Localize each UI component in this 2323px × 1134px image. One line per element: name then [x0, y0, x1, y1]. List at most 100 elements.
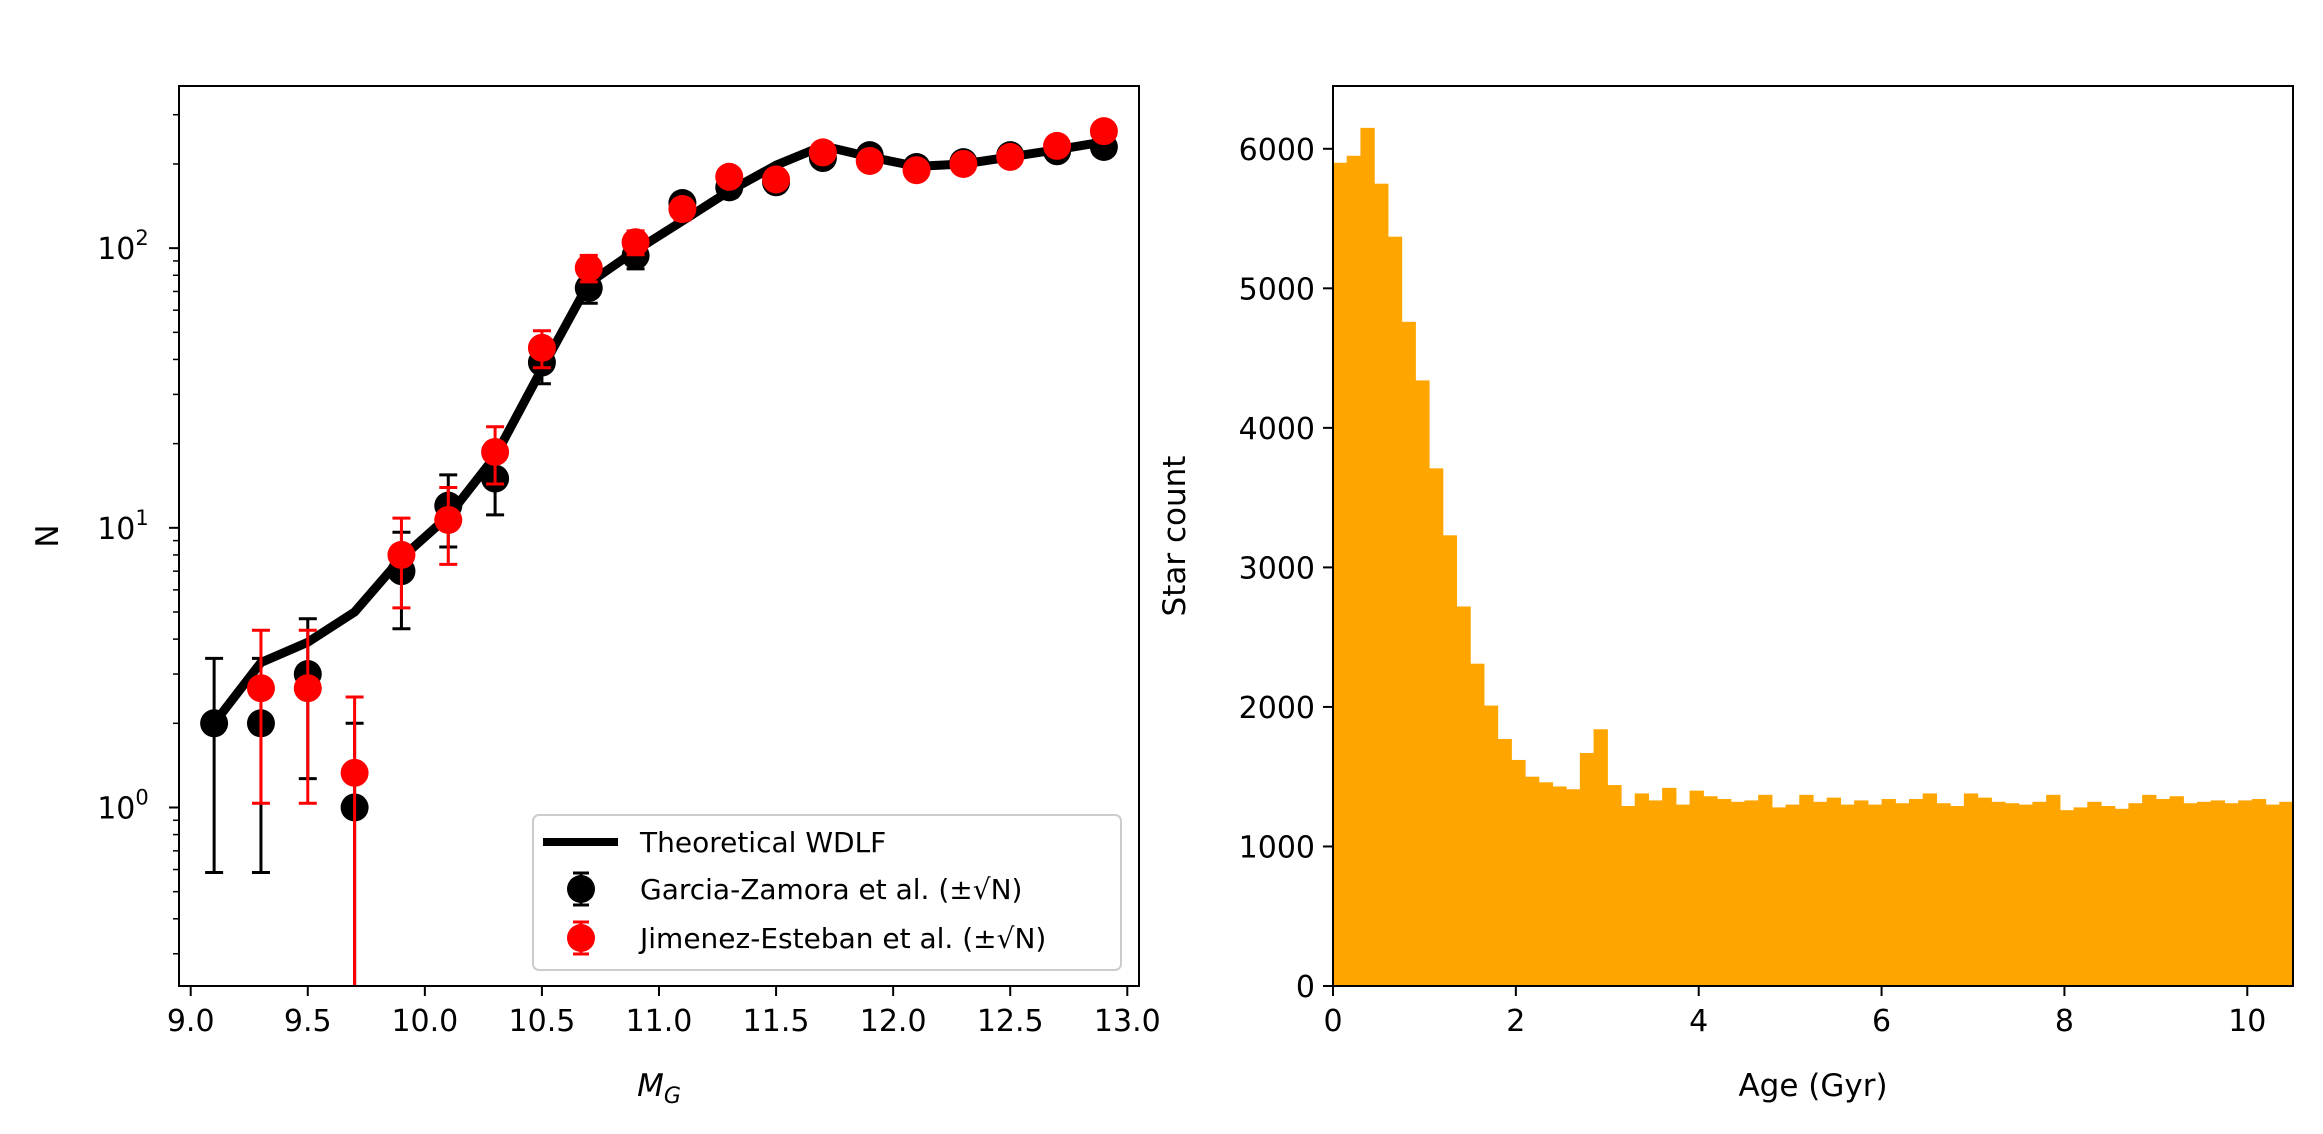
left-x-axis: 9.0 9.5 10.0 10.5 11.0 11.5 12.0 12.5 13.0: [167, 986, 1161, 1039]
histogram-bar: [2251, 799, 2267, 986]
histogram-bar: [1771, 807, 1787, 986]
jimenez-point: [481, 437, 510, 466]
histogram-bar: [1456, 606, 1471, 986]
histogram-bar: [1566, 789, 1581, 986]
histogram-bar: [2238, 800, 2253, 986]
histogram-bar: [2032, 801, 2047, 986]
histogram-bar: [1950, 806, 1965, 986]
histogram-bar: [2128, 803, 2143, 986]
histogram-bar: [2087, 801, 2102, 986]
histogram-bar: [1785, 804, 1800, 986]
histogram-bar: [1813, 801, 1828, 986]
right-x-tick-label: 0: [1323, 1004, 1342, 1039]
histogram-bar: [1415, 380, 1430, 987]
histogram-bar: [2279, 801, 2294, 986]
histogram-bar: [2169, 796, 2184, 986]
left-x-tick-label: 9.5: [284, 1004, 332, 1039]
histogram-bar: [1854, 800, 1869, 986]
histogram-bar: [2046, 794, 2061, 986]
left-x-tick-label: 11.5: [743, 1004, 810, 1039]
histogram-bar: [2224, 803, 2239, 986]
histogram-bar: [1648, 800, 1663, 986]
left-x-axis-label: MG: [637, 1068, 681, 1109]
right-y-tick-label: 6000: [1239, 133, 1315, 168]
histogram-bar: [1497, 739, 1512, 986]
histogram-bar: [1895, 803, 1910, 986]
histogram-bar: [1881, 799, 1896, 986]
left-axes-frame: [178, 85, 1140, 987]
left-x-tick-label: 9.0: [167, 1004, 215, 1039]
histogram-bar: [1744, 800, 1759, 986]
left-y-axis-label: N: [30, 524, 66, 547]
jimenez-point: [293, 674, 322, 703]
histogram-bar: [1621, 806, 1636, 986]
right-y-tick-label: 5000: [1239, 272, 1315, 307]
jimenez-point: [574, 253, 603, 282]
histogram-bar: [1826, 797, 1842, 986]
histogram-bar: [2197, 801, 2212, 986]
legend-garcia-swatch: [567, 871, 595, 907]
legend: Theoretical WDLF Garcia-Zamora et al. (±…: [532, 814, 1122, 971]
histogram-bar: [2059, 810, 2075, 986]
left-x-tick-label: 11.0: [626, 1004, 693, 1039]
histogram-bar: [1799, 794, 1814, 986]
histogram-bar: [1387, 236, 1403, 986]
histogram-bar: [1346, 155, 1362, 986]
histogram-bar: [1374, 183, 1389, 986]
right-plot-area: [1333, 127, 2294, 987]
histogram-bar: [1552, 786, 1567, 986]
histogram-bar: [1470, 663, 1485, 986]
jimenez-point: [434, 505, 463, 534]
jimenez-point: [996, 142, 1025, 171]
left-panel: 9.0 9.5 10.0 10.5 11.0 11.5 12.0 12.5 13.0 10010…: [30, 85, 1161, 1109]
jimenez-point: [762, 165, 791, 194]
legend-jimenez-label: Jimenez-Esteban et al. (±√N): [638, 922, 1046, 955]
jimenez-point: [668, 195, 697, 224]
legend-theory-label: Theoretical WDLF: [639, 826, 886, 859]
jimenez-point: [387, 540, 416, 569]
histogram-bar: [2142, 794, 2157, 986]
jimenez-point: [715, 162, 744, 191]
right-y-tick-label: 0: [1296, 970, 1315, 1005]
histogram-bar: [2101, 806, 2116, 986]
histogram-bar: [1593, 729, 1608, 986]
jimenez-point: [808, 138, 837, 167]
histogram-bar: [1442, 535, 1458, 986]
histogram-bar: [1607, 785, 1622, 986]
histogram-bar: [1675, 804, 1691, 986]
right-panel: 0 2 4 6 8 10 0 1000 2000 3000 4000 5000 6000 Age (G…: [1157, 85, 2294, 1104]
histogram-bar: [2155, 799, 2171, 986]
right-y-tick-label: 4000: [1239, 412, 1315, 447]
histogram-bar: [1525, 776, 1540, 986]
left-y-axis: 100 101 102: [97, 113, 179, 955]
legend-garcia-label: Garcia-Zamora et al. (±√N): [640, 873, 1022, 906]
histogram-bar: [1963, 793, 1979, 986]
histogram-bar: [1758, 794, 1773, 986]
left-x-tick-label: 12.5: [977, 1004, 1044, 1039]
histogram-bar: [1991, 801, 2006, 986]
right-x-tick-label: 10: [2228, 1004, 2266, 1039]
histogram-bar: [2265, 804, 2280, 986]
right-x-axis-label: Age (Gyr): [1738, 1068, 1887, 1104]
right-y-tick-label: 1000: [1239, 830, 1315, 865]
jimenez-point: [527, 333, 556, 362]
histogram-bar: [1538, 782, 1554, 986]
left-plot-area: [200, 117, 1118, 986]
histogram-bar: [1909, 799, 1924, 986]
legend-frame: [532, 814, 1122, 971]
right-x-axis: 0 2 4 6 8 10: [1323, 986, 2266, 1039]
histogram-bar: [2018, 804, 2034, 986]
right-x-tick-label: 6: [1872, 1004, 1891, 1039]
histogram-bar: [1730, 801, 1746, 986]
right-x-tick-label: 8: [2055, 1004, 2074, 1039]
jimenez-point: [855, 146, 884, 175]
jimenez-point: [1089, 117, 1118, 146]
histogram-bar: [2183, 803, 2198, 986]
right-y-axis-label: Star count: [1157, 456, 1193, 617]
histogram-bar: [2210, 800, 2226, 986]
garcia-point: [200, 709, 229, 738]
right-x-tick-label: 2: [1506, 1004, 1525, 1039]
left-x-tick-label: 12.0: [860, 1004, 927, 1039]
left-x-tick-label: 13.0: [1094, 1004, 1161, 1039]
